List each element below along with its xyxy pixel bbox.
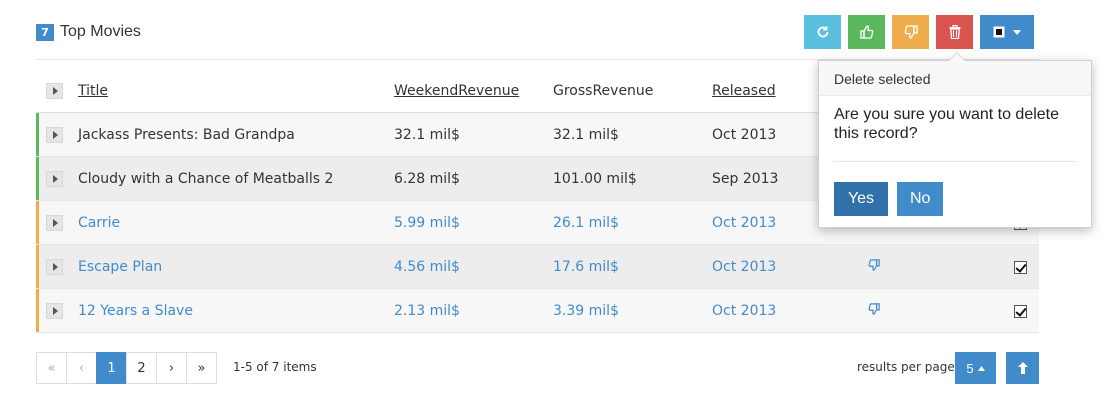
title-cell: 12 Years a Slave — [78, 302, 193, 319]
gross-revenue-cell: 26.1 mil$ — [553, 214, 619, 231]
gross-revenue-cell: 17.6 mil$ — [553, 258, 619, 275]
table-row[interactable]: 12 Years a Slave 2.13 mil$ 3.39 mil$ Oct… — [36, 289, 1039, 333]
table-row[interactable]: Escape Plan 4.56 mil$ 17.6 mil$ Oct 2013 — [36, 245, 1039, 289]
scroll-top-button[interactable] — [1006, 352, 1039, 384]
status-bar — [36, 113, 39, 156]
caret-up-icon — [977, 365, 985, 371]
title-cell: Jackass Presents: Bad Grandpa — [78, 126, 295, 143]
weekend-revenue-cell: 2.13 mil$ — [394, 302, 460, 319]
refresh-button[interactable] — [804, 15, 841, 49]
caret-down-icon — [1013, 29, 1021, 35]
select-toggle-dropdown[interactable] — [980, 15, 1034, 49]
item-count-badge: 7 — [36, 24, 54, 41]
released-cell: Oct 2013 — [712, 214, 777, 231]
results-per-page-value: 5 — [966, 360, 974, 376]
pager-last-button[interactable]: » — [186, 352, 217, 384]
dislike-button[interactable] — [892, 15, 929, 49]
column-header-released[interactable]: Released — [712, 83, 776, 99]
results-per-page-label: results per page — [857, 360, 955, 374]
expand-row-icon[interactable] — [46, 170, 63, 187]
pager: « ‹ 1 2 › » — [36, 352, 217, 384]
row-checkbox[interactable] — [1014, 261, 1027, 274]
expand-row-icon[interactable] — [46, 126, 63, 143]
confirm-no-button[interactable]: No — [897, 182, 943, 216]
pager-first-button[interactable]: « — [36, 352, 67, 384]
expand-row-icon[interactable] — [46, 302, 63, 319]
delete-confirm-popover: Delete selected Are you sure you want to… — [818, 52, 1092, 228]
popover-message: Are you sure you want to delete this rec… — [834, 106, 1060, 142]
expand-row-icon[interactable] — [46, 258, 63, 275]
weekend-revenue-cell: 32.1 mil$ — [394, 126, 460, 143]
status-bar — [36, 201, 39, 244]
released-cell: Sep 2013 — [712, 170, 779, 187]
row-checkbox[interactable] — [1014, 305, 1027, 318]
grid-header: 7 Top Movies — [36, 14, 1034, 54]
title-cell: Cloudy with a Chance of Meatballs 2 — [78, 170, 334, 187]
gross-revenue-cell: 32.1 mil$ — [553, 126, 619, 143]
released-cell: Oct 2013 — [712, 302, 777, 319]
refresh-icon — [817, 26, 828, 38]
weekend-revenue-cell: 5.99 mil$ — [394, 214, 460, 231]
like-button[interactable] — [848, 15, 885, 49]
weekend-revenue-cell: 4.56 mil$ — [394, 258, 460, 275]
title-cell: Escape Plan — [78, 258, 163, 275]
pager-page-2[interactable]: 2 — [126, 352, 157, 384]
popover-divider — [834, 161, 1077, 162]
square-icon — [993, 26, 1005, 38]
popover-actions: Yes No — [834, 182, 943, 216]
pager-prev-button[interactable]: ‹ — [66, 352, 97, 384]
pager-info: 1-5 of 7 items — [233, 360, 317, 374]
pager-next-button[interactable]: › — [156, 352, 187, 384]
toolbar — [804, 15, 1034, 49]
trash-icon — [949, 25, 960, 39]
header-divider — [36, 59, 1039, 60]
column-header-gross-revenue: GrossRevenue — [553, 83, 654, 99]
popover-title: Delete selected — [819, 61, 1091, 96]
expand-all-icon[interactable] — [46, 83, 63, 99]
arrow-up-icon — [1017, 362, 1028, 374]
status-bar — [36, 157, 39, 200]
pager-page-1[interactable]: 1 — [96, 352, 127, 384]
released-cell: Oct 2013 — [712, 258, 777, 275]
released-cell: Oct 2013 — [712, 126, 777, 143]
thumbs-up-icon — [859, 25, 873, 39]
confirm-yes-button[interactable]: Yes — [834, 182, 888, 216]
page-title: Top Movies — [60, 23, 141, 40]
movies-grid: Title WeekendRevenue GrossRevenue Releas… — [36, 70, 1039, 333]
results-per-page-dropdown[interactable]: 5 — [955, 352, 996, 384]
status-bar — [36, 245, 39, 288]
title-cell: Carrie — [78, 214, 121, 231]
gross-revenue-cell: 3.39 mil$ — [553, 302, 619, 319]
delete-button[interactable] — [936, 15, 973, 49]
gross-revenue-cell: 101.00 mil$ — [553, 170, 637, 187]
status-bar — [36, 289, 39, 332]
column-header-weekend-revenue[interactable]: WeekendRevenue — [394, 83, 520, 99]
expand-row-icon[interactable] — [46, 214, 63, 231]
thumbs-down-icon — [904, 25, 918, 39]
weekend-revenue-cell: 6.28 mil$ — [394, 170, 460, 187]
thumbs-down-icon — [868, 303, 880, 319]
column-header-title[interactable]: Title — [78, 83, 109, 99]
thumbs-down-icon — [868, 259, 880, 275]
